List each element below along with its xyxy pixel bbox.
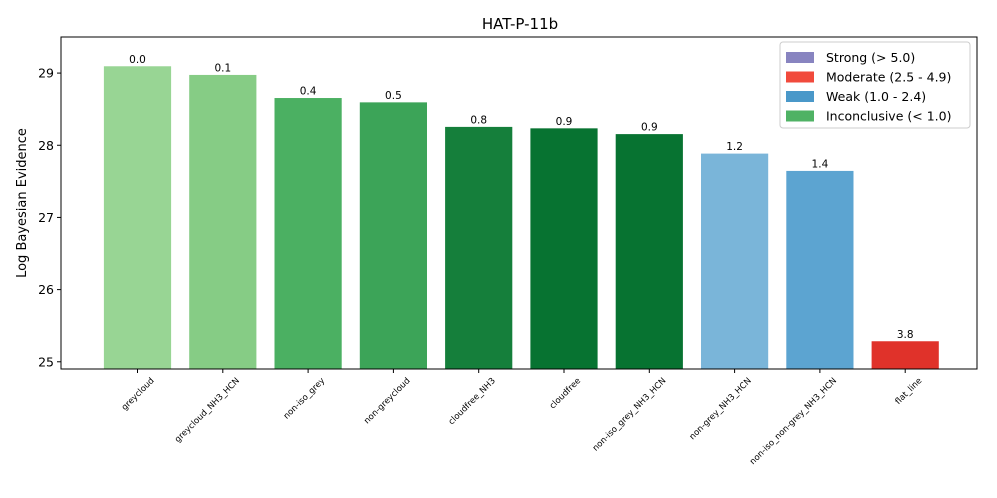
bar-value-label: 0.5 xyxy=(385,90,402,102)
x-tick-label: non-iso_grey_NH3_HCN xyxy=(591,376,668,453)
y-tick-label: 25 xyxy=(38,354,54,369)
legend-label: Weak (1.0 - 2.4) xyxy=(826,89,926,104)
x-tick-label: flat_line xyxy=(894,376,925,407)
legend-box xyxy=(779,41,971,129)
bar-value-label: 0.9 xyxy=(556,116,573,128)
bar-cloudfree_NH3 xyxy=(444,126,514,370)
x-tick-label: cloudfree xyxy=(548,376,583,411)
bar-greycloud xyxy=(103,65,172,370)
bar-value-label: 0.8 xyxy=(470,114,487,126)
y-axis-ticks: 25 26 27 28 29 xyxy=(38,66,61,369)
bar-non-iso_grey_NH3_HCN xyxy=(614,133,684,370)
y-tick-label: 26 xyxy=(38,282,54,297)
legend-swatch xyxy=(786,71,814,83)
legend: Strong (> 5.0) Moderate (2.5 - 4.9) Weak (… xyxy=(779,41,971,129)
y-tick-label: 29 xyxy=(38,66,54,81)
legend-swatch xyxy=(786,52,814,63)
legend-label: Inconclusive (< 1.0) xyxy=(826,109,951,124)
bar-value-label: 0.4 xyxy=(300,86,317,98)
chart-title: HAT-P-11b xyxy=(482,15,558,33)
bar-non-iso_grey xyxy=(273,97,343,370)
bar-value-label: 1.2 xyxy=(726,141,743,153)
legend-swatch xyxy=(786,91,814,102)
x-tick-label: cloudfree_NH3 xyxy=(447,376,498,427)
bar-cloudfree xyxy=(529,127,599,370)
bar-flat_line xyxy=(870,340,940,370)
bar-value-label: 0.1 xyxy=(214,63,231,75)
legend-label: Moderate (2.5 - 4.9) xyxy=(826,70,951,85)
bar-value-label: 3.8 xyxy=(897,329,914,341)
x-tick-label: greycloud_NH3_HCN xyxy=(173,376,242,445)
x-axis-ticks: greycloud greycloud_NH3_HCN non-iso_grey no… xyxy=(120,369,924,467)
bar-non-greycloud xyxy=(358,101,428,370)
legend-label: Strong (> 5.0) xyxy=(826,50,915,65)
legend-swatch xyxy=(786,110,814,122)
bar-value-label: 0.9 xyxy=(641,122,658,134)
y-axis-label: Log Bayesian Evidence xyxy=(15,128,30,278)
x-tick-label: greycloud xyxy=(120,376,157,413)
bar-greycloud_NH3_HCN xyxy=(188,74,258,370)
bar-value-label: 0.0 xyxy=(129,54,146,66)
x-tick-label: non-iso_grey xyxy=(282,376,327,421)
bar-non-grey_NH3_HCN xyxy=(700,152,769,370)
x-tick-label: non-greycloud xyxy=(362,376,412,426)
x-tick-label: non-iso_non-grey_NH3_HCN xyxy=(748,376,839,467)
y-tick-label: 28 xyxy=(38,138,54,153)
bars-group xyxy=(103,65,940,370)
x-tick-label: non-grey_NH3_HCN xyxy=(688,376,754,442)
plot-frame xyxy=(60,36,978,370)
y-tick-label: 27 xyxy=(38,210,54,225)
bar-value-labels: 0.0 0.1 0.4 0.5 0.8 0.9 0.9 1.2 1.4 3.8 xyxy=(129,54,913,341)
bar-value-label: 1.4 xyxy=(812,159,829,171)
bar-non-iso_non-grey_NH3_HCN xyxy=(785,170,855,370)
